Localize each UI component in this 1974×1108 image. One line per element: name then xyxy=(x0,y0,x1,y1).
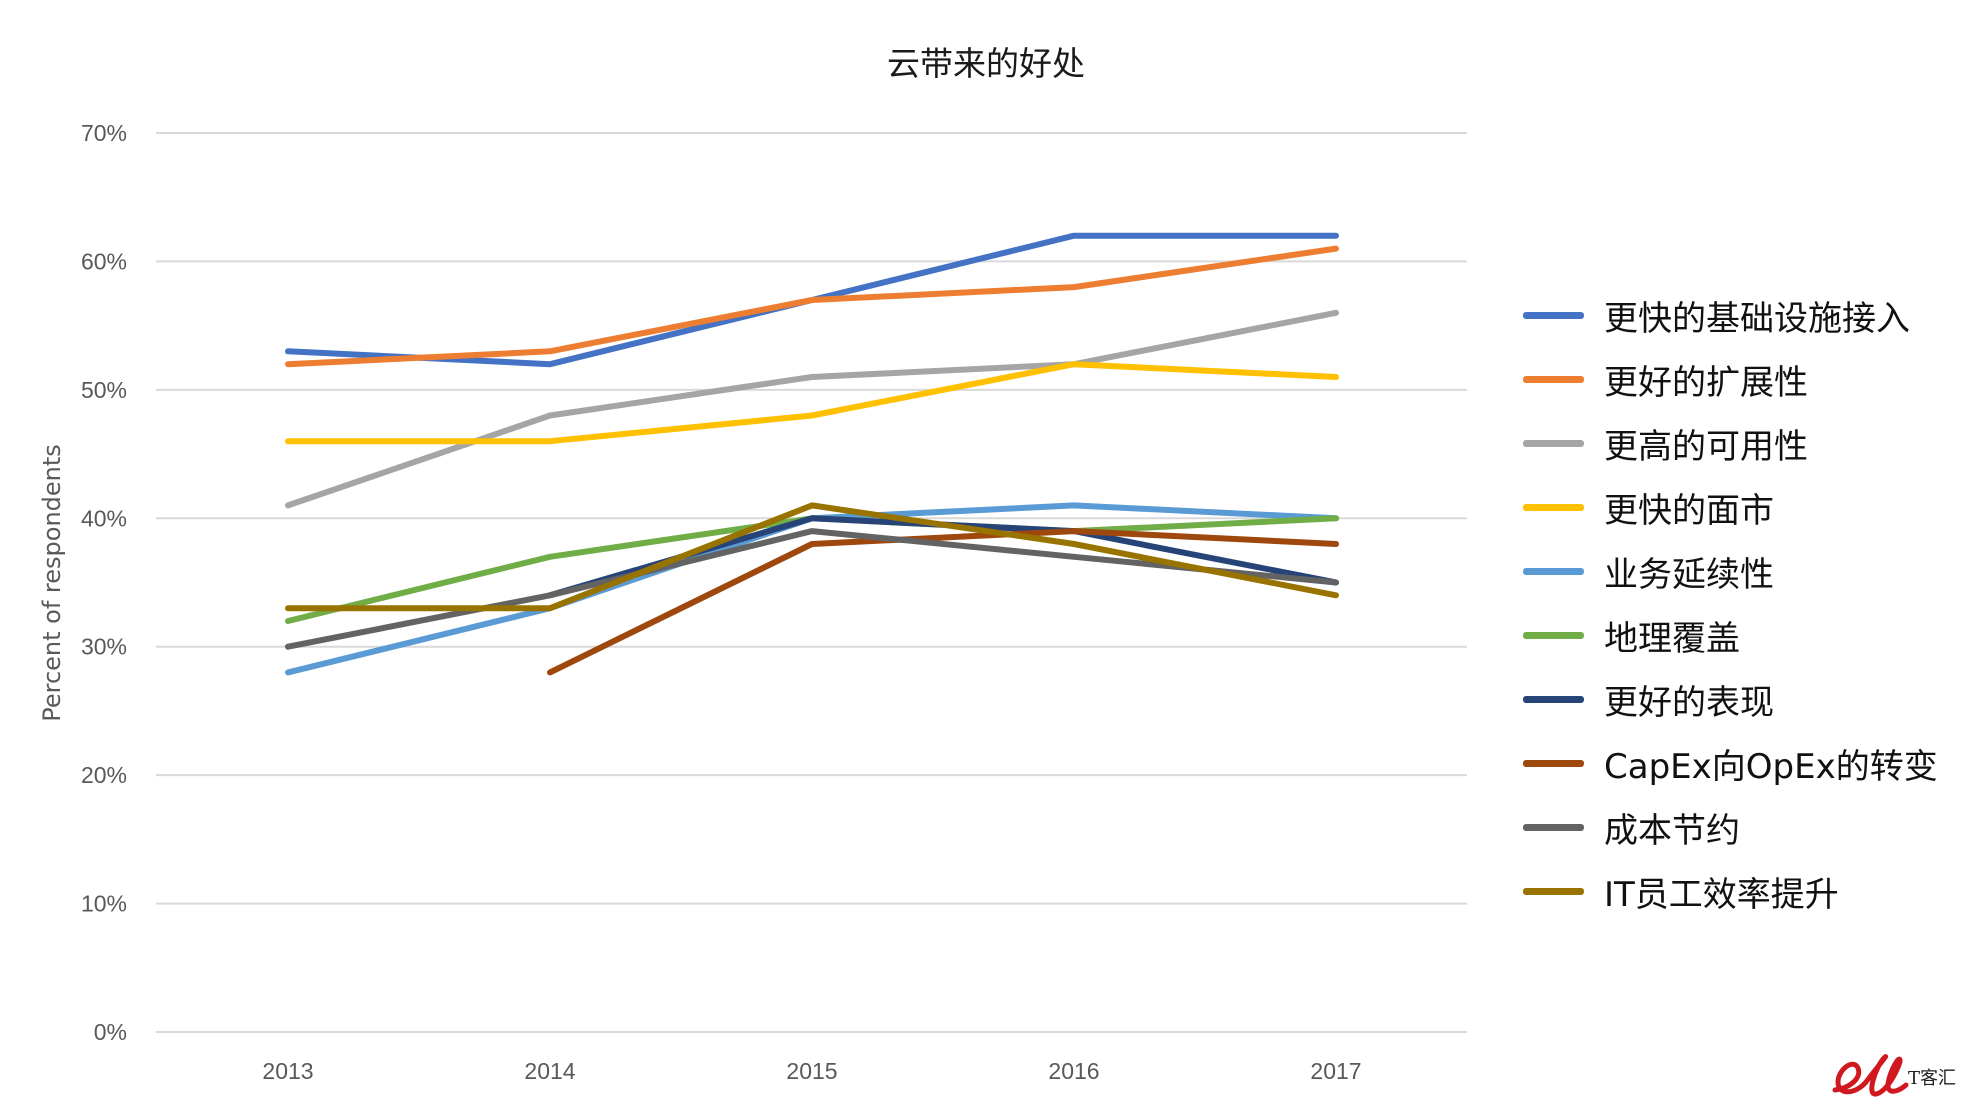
y-tick-label: 50% xyxy=(81,377,127,403)
legend-label: 成本节约 xyxy=(1604,810,1740,851)
legend-swatch xyxy=(1523,759,1584,767)
watermark-text: T客汇 xyxy=(1908,1068,1956,1089)
legend-label: IT员工效率提升 xyxy=(1604,874,1839,915)
legend-swatch xyxy=(1523,887,1584,895)
legend-label: 更快的基础设施接入 xyxy=(1604,298,1910,339)
y-tick-label: 60% xyxy=(81,248,127,274)
y-tick-label: 20% xyxy=(81,762,127,788)
legend-label: 更好的表现 xyxy=(1604,682,1774,723)
legend-item: 更高的可用性 xyxy=(1523,411,1938,475)
legend-swatch xyxy=(1523,439,1584,447)
watermark: T客汇 xyxy=(1832,1054,1956,1097)
legend-item: 更好的表现 xyxy=(1523,667,1938,731)
series-lines xyxy=(285,232,1339,676)
watermark-logo xyxy=(1832,1054,1909,1097)
series-line-7 xyxy=(547,515,1339,599)
x-tick-label: 2013 xyxy=(262,1058,313,1084)
legend-swatch xyxy=(1523,375,1584,383)
legend-item: 更快的基础设施接入 xyxy=(1523,283,1938,347)
legend-item: 地理覆盖 xyxy=(1523,603,1938,667)
series-line-10 xyxy=(285,502,1339,612)
x-tick-label: 2015 xyxy=(786,1058,837,1084)
series-line-3 xyxy=(285,309,1339,509)
legend-item: CapEx向OpEx的转变 xyxy=(1523,731,1938,795)
y-tick-label: 10% xyxy=(81,891,127,917)
legend-label: 更好的扩展性 xyxy=(1604,362,1808,403)
series-line-8 xyxy=(547,528,1339,676)
x-axis-ticks: 2013 2014 2015 2016 2017 xyxy=(262,1058,1361,1084)
legend-label: 业务延续性 xyxy=(1604,554,1774,595)
y-axis-title: Percent of respondents xyxy=(38,444,66,722)
y-tick-label: 70% xyxy=(81,120,127,146)
x-tick-label: 2017 xyxy=(1310,1058,1361,1084)
legend-swatch xyxy=(1523,823,1584,831)
legend-swatch xyxy=(1523,503,1584,511)
y-tick-label: 40% xyxy=(81,505,127,531)
legend-item: 成本节约 xyxy=(1523,795,1938,859)
legend-label: 地理覆盖 xyxy=(1604,618,1740,659)
legend-item: IT员工效率提升 xyxy=(1523,859,1938,923)
legend: 更快的基础设施接入 更好的扩展性 更高的可用性 更快的面市 业务延续性 地理覆盖… xyxy=(1523,283,1938,923)
y-axis-ticks: 0% 10% 20% 30% 40% 50% 60% 70% xyxy=(81,120,127,1045)
legend-item: 业务延续性 xyxy=(1523,539,1938,603)
legend-label: CapEx向OpEx的转变 xyxy=(1604,746,1938,787)
legend-label: 更高的可用性 xyxy=(1604,426,1808,467)
series-line-2 xyxy=(285,245,1339,368)
series-line-9 xyxy=(285,528,1339,650)
legend-swatch xyxy=(1523,311,1584,319)
chart-title: 云带来的好处 xyxy=(887,44,1085,83)
y-tick-label: 30% xyxy=(81,634,127,660)
legend-swatch xyxy=(1523,695,1584,703)
legend-label: 更快的面市 xyxy=(1604,490,1774,531)
y-tick-label: 0% xyxy=(94,1019,127,1045)
legend-item: 更好的扩展性 xyxy=(1523,347,1938,411)
x-tick-label: 2014 xyxy=(524,1058,575,1084)
legend-item: 更快的面市 xyxy=(1523,475,1938,539)
legend-swatch xyxy=(1523,567,1584,575)
x-tick-label: 2016 xyxy=(1048,1058,1099,1084)
series-line-4 xyxy=(285,361,1339,445)
legend-swatch xyxy=(1523,631,1584,639)
